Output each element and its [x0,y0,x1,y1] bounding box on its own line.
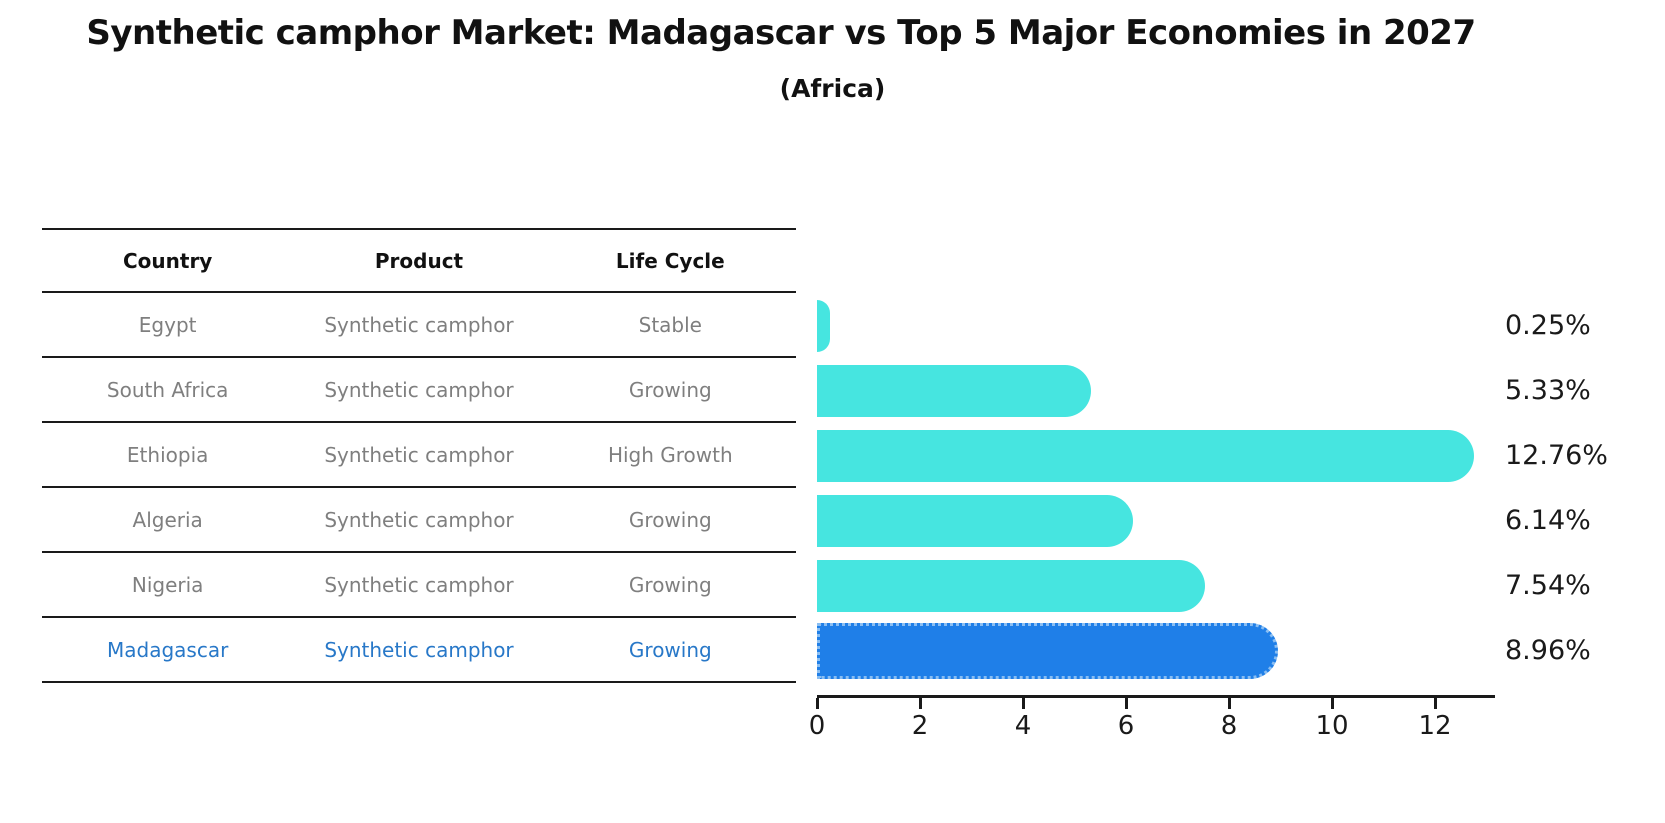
cell-product: Synthetic camphor [324,507,514,532]
cell-life-cycle: Growing [628,377,712,402]
column-header-life-cycle: Life Cycle [615,248,725,273]
x-axis-tick [1227,698,1231,709]
cell-product: Synthetic camphor [324,572,514,597]
x-axis-tick [1021,698,1025,709]
column-header-product: Product [374,248,464,273]
x-axis-tick [1433,698,1437,709]
bar-nigeria [817,559,1205,612]
bar-madagascar [817,622,1278,679]
cell-country: South Africa [106,377,229,402]
bar-south-africa [817,364,1091,417]
x-axis-tick [815,698,819,709]
cell-country: Nigeria [131,572,204,597]
x-axis-tick-label: 2 [911,711,929,741]
table-row: South Africa Synthetic camphor Growing [42,358,796,423]
x-axis-tick-label: 4 [1014,711,1032,741]
table-row: Algeria Synthetic camphor Growing [42,488,796,553]
x-axis-tick-label: 6 [1117,711,1135,741]
bar-egypt [817,299,830,352]
value-label-madagascar: 8.96% [1505,634,1591,666]
value-label-nigeria: 7.54% [1505,569,1591,601]
column-header-country: Country [122,248,213,273]
x-axis-line [817,695,1495,698]
chart-subtitle: (Africa) [779,74,886,103]
x-axis-tick [1124,698,1128,709]
value-label-south-africa: 5.33% [1505,374,1591,406]
table-row: Ethiopia Synthetic camphor High Growth [42,423,796,488]
value-label-egypt: 0.25% [1505,309,1591,341]
cell-country: Egypt [138,312,197,337]
table-row: Madagascar Synthetic camphor Growing [42,618,796,683]
cell-country: Ethiopia [126,442,209,467]
x-axis-tick-label: 12 [1418,711,1452,741]
cell-country: Algeria [132,507,203,532]
table-row: Egypt Synthetic camphor Stable [42,293,796,358]
x-axis-tick-label: 8 [1220,711,1238,741]
cell-country: Madagascar [107,637,229,662]
cell-life-cycle: Stable [638,312,702,337]
cell-life-cycle: Growing [628,572,712,597]
bar-algeria [817,494,1133,547]
cell-product: Synthetic camphor [324,312,514,337]
cell-life-cycle: High Growth [607,442,733,467]
x-axis-tick-label: 10 [1315,711,1349,741]
cell-product: Synthetic camphor [324,442,514,467]
value-label-ethiopia: 12.76% [1505,439,1608,471]
table-header-row: Country Product Life Cycle [42,228,796,293]
x-axis-tick-label: 0 [808,711,826,741]
cell-product: Synthetic camphor [324,637,514,662]
value-label-algeria: 6.14% [1505,504,1591,536]
cell-life-cycle: Growing [628,637,712,662]
cell-life-cycle: Growing [628,507,712,532]
bar-ethiopia [817,429,1474,482]
x-axis-tick [918,698,922,709]
x-axis-tick [1330,698,1334,709]
chart-title: Synthetic camphor Market: Madagascar vs … [86,13,1476,53]
cell-product: Synthetic camphor [324,377,514,402]
table-row: Nigeria Synthetic camphor Growing [42,553,796,618]
